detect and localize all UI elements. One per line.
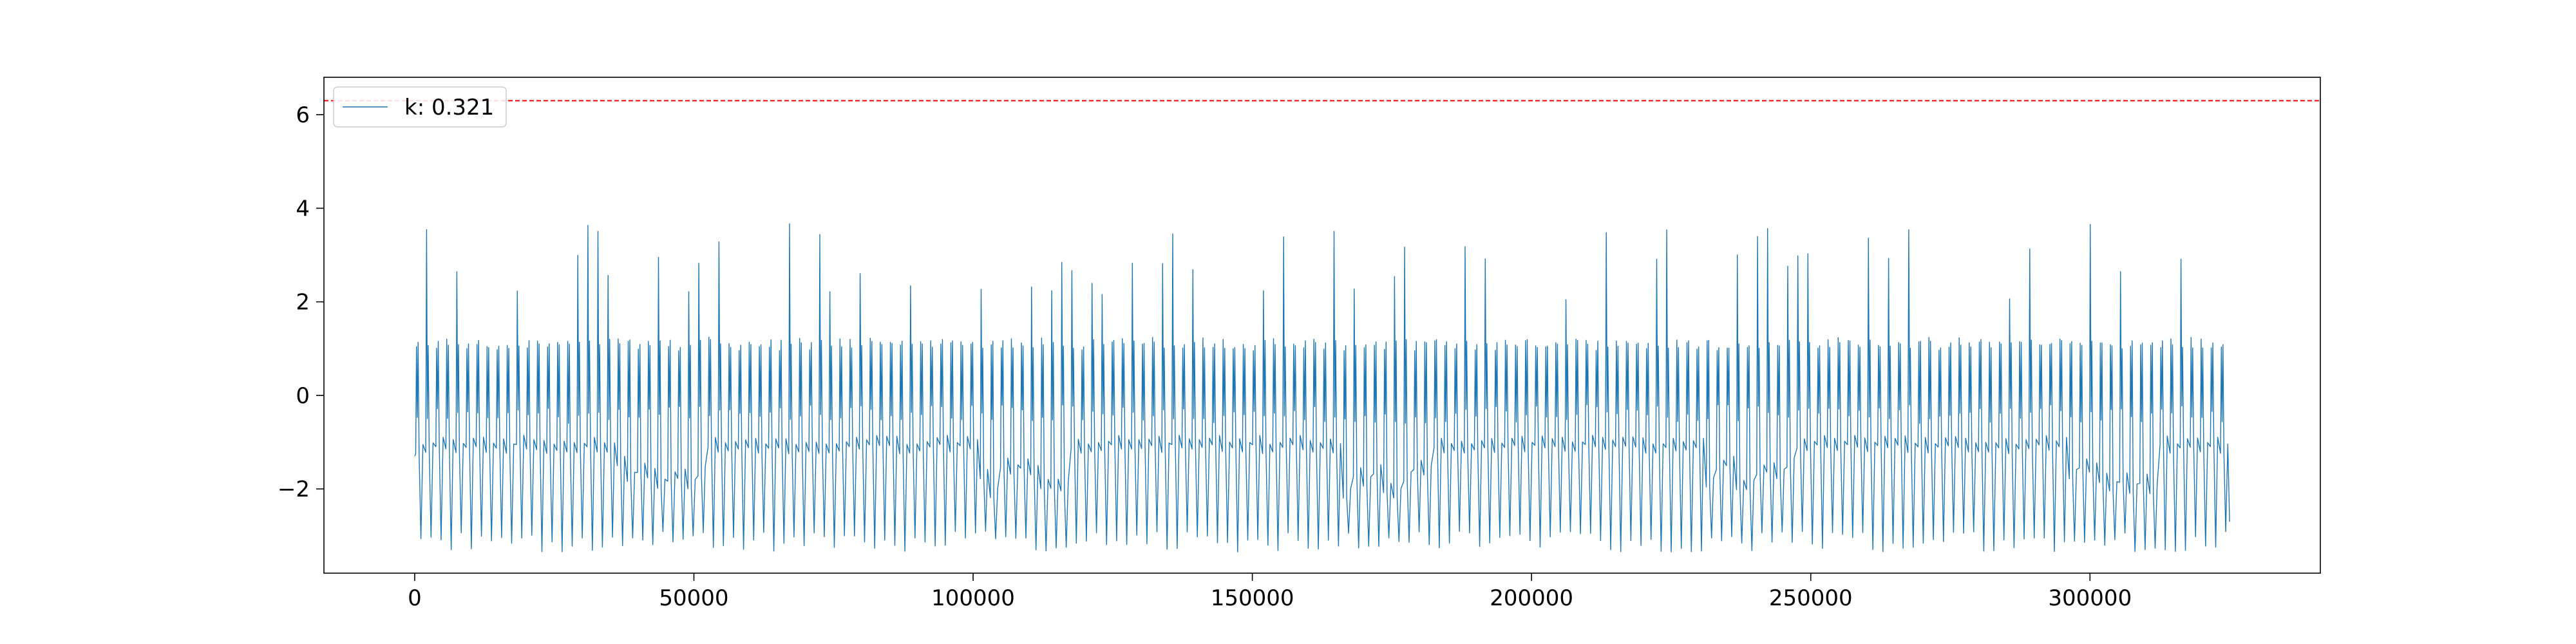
x-tick-label: 250000	[1769, 585, 1853, 611]
x-tick-label: 200000	[1490, 585, 1573, 611]
y-tick-label: 2	[296, 290, 310, 316]
x-tick-label: 50000	[659, 585, 728, 611]
y-tick-label: 4	[296, 196, 310, 222]
x-axis: 0 50000 100000 150000 200000 250000 300000	[408, 573, 2132, 611]
y-tick-label: −2	[278, 477, 310, 502]
series-group	[414, 223, 2230, 553]
y-tick-label: 0	[296, 383, 310, 409]
legend-box	[333, 86, 507, 128]
legend-label: k: 0.321	[404, 95, 494, 120]
x-tick-label: 0	[408, 585, 422, 611]
plot-frame	[323, 77, 2321, 574]
plot-area	[324, 77, 2320, 573]
x-tick-label: 300000	[2048, 585, 2132, 611]
y-tick-label: 6	[296, 102, 310, 128]
series-line	[414, 223, 2230, 553]
x-tick-label: 150000	[1211, 585, 1294, 611]
legend: k: 0.321	[333, 86, 507, 128]
x-tick-label: 100000	[931, 585, 1015, 611]
y-axis: −2 0 2 4 6	[278, 102, 324, 502]
